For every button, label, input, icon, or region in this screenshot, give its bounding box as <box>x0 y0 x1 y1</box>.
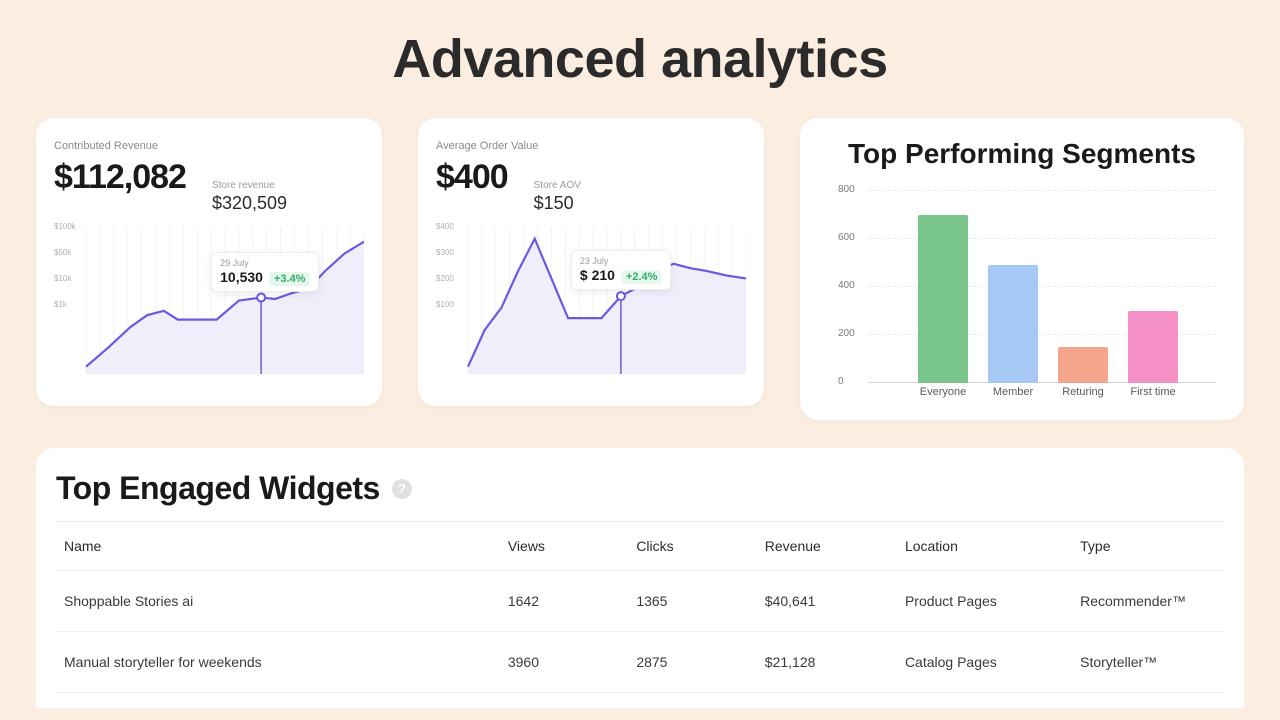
widgets-col-header[interactable]: Location <box>897 522 1072 571</box>
segment-bar[interactable] <box>1058 347 1108 383</box>
segments-title: Top Performing Segments <box>828 138 1216 170</box>
table-cell: 1365 <box>628 571 756 632</box>
bar-y-tick: 800 <box>838 184 855 195</box>
table-cell: Catalog Pages <box>897 632 1072 693</box>
table-row[interactable]: Manual storyteller for weekends39602875$… <box>56 632 1224 693</box>
revenue-value: $112,082 <box>54 158 186 197</box>
widgets-header-row: NameViewsClicksRevenueLocationType <box>56 522 1224 571</box>
help-icon[interactable]: ? <box>392 479 412 499</box>
tooltip-delta: +3.4% <box>269 272 311 286</box>
segment-bar-label: First time <box>1123 386 1183 398</box>
tooltip-value: 10,530 <box>220 269 263 285</box>
segments-bar-chart: 800 600 400 200 0 Everyone Member Returing First… <box>828 182 1216 402</box>
widgets-col-header[interactable]: Views <box>500 522 628 571</box>
table-row[interactable]: Shoppable Stories ai16421365$40,641Produ… <box>56 571 1224 632</box>
revenue-sub-value: $320,509 <box>212 193 287 214</box>
widgets-col-header[interactable]: Revenue <box>757 522 897 571</box>
revenue-card: Contributed Revenue $112,082 Store reven… <box>36 118 382 406</box>
table-cell: Product Pages <box>897 571 1072 632</box>
table-cell: 2875 <box>628 632 756 693</box>
tooltip-date: 23 July <box>580 256 663 266</box>
table-cell: 1642 <box>500 571 628 632</box>
segment-bar-label: Everyone <box>913 386 973 398</box>
table-cell: $40,641 <box>757 571 897 632</box>
table-cell: Manual storyteller for weekends <box>56 632 500 693</box>
segment-bar-label: Member <box>983 386 1043 398</box>
segment-bar[interactable] <box>1128 311 1178 383</box>
aov-sub-label: Store AOV <box>534 180 581 191</box>
table-cell: Recommender™ <box>1072 571 1224 632</box>
segment-bar-label: Returing <box>1053 386 1113 398</box>
bar-y-tick: 0 <box>838 376 844 387</box>
page-title: Advanced analytics <box>0 0 1280 118</box>
tooltip-value: $ 210 <box>580 267 615 283</box>
tooltip-delta: +2.4% <box>621 270 663 284</box>
bar-y-tick: 400 <box>838 280 855 291</box>
aov-label: Average Order Value <box>436 140 746 152</box>
bar-y-tick: 600 <box>838 232 855 243</box>
table-cell: 3960 <box>500 632 628 693</box>
table-cell: Storyteller™ <box>1072 632 1224 693</box>
segment-bar[interactable] <box>988 265 1038 383</box>
revenue-label: Contributed Revenue <box>54 140 364 152</box>
revenue-chart: $100k$50k$10k$1k29 July10,530+3.4% <box>54 222 364 382</box>
widgets-col-header[interactable]: Clicks <box>628 522 756 571</box>
aov-sub-value: $150 <box>534 193 581 214</box>
table-cell: $21,128 <box>757 632 897 693</box>
segment-bar[interactable] <box>918 215 968 383</box>
widgets-card: Top Engaged Widgets ? NameViewsClicksRev… <box>36 448 1244 708</box>
table-cell: Shoppable Stories ai <box>56 571 500 632</box>
aov-value: $400 <box>436 158 508 197</box>
tooltip-date: 29 July <box>220 258 310 268</box>
chart-tooltip: 23 July$ 210 +2.4% <box>571 250 672 290</box>
segments-card: Top Performing Segments 800 600 400 200 0 Eve… <box>800 118 1244 420</box>
revenue-sub-label: Store revenue <box>212 180 287 191</box>
widgets-col-header[interactable]: Name <box>56 522 500 571</box>
top-metrics-row: Contributed Revenue $112,082 Store reven… <box>0 118 1280 420</box>
aov-chart: $400$300$200$10023 July$ 210+2.4% <box>436 222 746 382</box>
widgets-col-header[interactable]: Type <box>1072 522 1224 571</box>
chart-tooltip: 29 July10,530 +3.4% <box>211 252 319 292</box>
bar-y-tick: 200 <box>838 328 855 339</box>
aov-card: Average Order Value $400 Store AOV $150 … <box>418 118 764 406</box>
widgets-title: Top Engaged Widgets <box>56 470 380 507</box>
widgets-table: NameViewsClicksRevenueLocationType Shopp… <box>56 521 1224 693</box>
